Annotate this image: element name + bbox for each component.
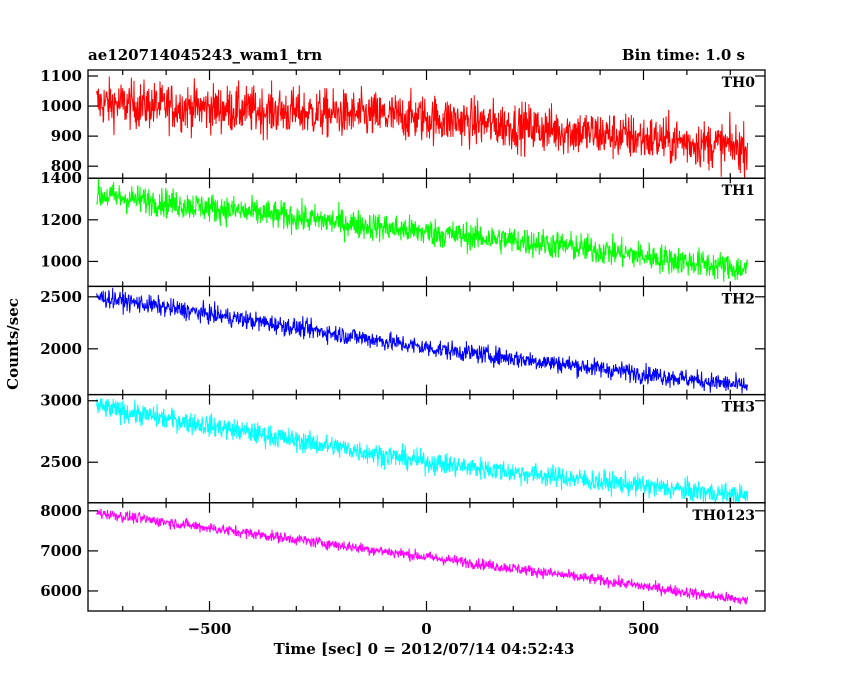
y-tick-label: 900 xyxy=(51,127,82,145)
y-tick-label: 8000 xyxy=(40,502,82,520)
y-tick-label: 7000 xyxy=(40,542,82,560)
series-line-th0123 xyxy=(96,508,749,606)
x-tick-label: 500 xyxy=(628,620,659,638)
panel-th0: 800 900 1000 1100 TH0 xyxy=(40,67,766,179)
y-tick-label: 800 xyxy=(51,157,82,175)
series-line-th2 xyxy=(96,287,749,394)
y-tick-label: 2000 xyxy=(40,340,82,358)
x-axis-label: Time [sec] 0 = 2012/07/14 04:52:43 xyxy=(274,640,575,658)
panel-th2: 2000 2500 TH2 xyxy=(40,285,766,396)
panel-th1: 1000 1200 1400 TH1 xyxy=(40,169,766,288)
panel-label-th1: TH1 xyxy=(722,183,755,199)
y-tick-label: 6000 xyxy=(40,582,82,600)
panel-th3: 2500 3000 TH3 xyxy=(40,392,766,504)
chart-title-left: ae120714045243_wam1_trn xyxy=(88,46,322,64)
panel-label-th0: TH0 xyxy=(722,75,756,91)
y-tick-label: 1200 xyxy=(40,211,82,229)
y-tick-label: 2500 xyxy=(40,453,82,471)
y-tick-label: 1100 xyxy=(40,67,82,85)
x-tick-label: −500 xyxy=(188,620,232,638)
series-line-th1 xyxy=(96,178,749,282)
panel-label-th0123: TH0123 xyxy=(692,508,755,524)
y-tick-label: 2500 xyxy=(40,288,82,306)
panel-label-th3: TH3 xyxy=(722,400,755,416)
y-tick-label: 3000 xyxy=(40,392,82,410)
series-line-th0 xyxy=(96,76,749,178)
series-line-th3 xyxy=(96,398,749,504)
y-tick-label: 1000 xyxy=(40,252,82,270)
y-tick-label: 1000 xyxy=(40,97,82,115)
panel-frame xyxy=(87,393,766,504)
y-tick-label: 1400 xyxy=(40,169,82,187)
x-tick-label: 0 xyxy=(421,620,431,638)
panels-group: 800 900 1000 1100 TH0 1000 1200 1400 TH1 2000 2500… xyxy=(40,67,766,638)
panel-label-th2: TH2 xyxy=(722,291,755,307)
chart-title-right: Bin time: 1.0 s xyxy=(622,46,745,64)
y-axis-label: Counts/sec xyxy=(4,298,22,390)
panel-th0123: 6000 7000 8000 TH0123 xyxy=(40,502,766,612)
